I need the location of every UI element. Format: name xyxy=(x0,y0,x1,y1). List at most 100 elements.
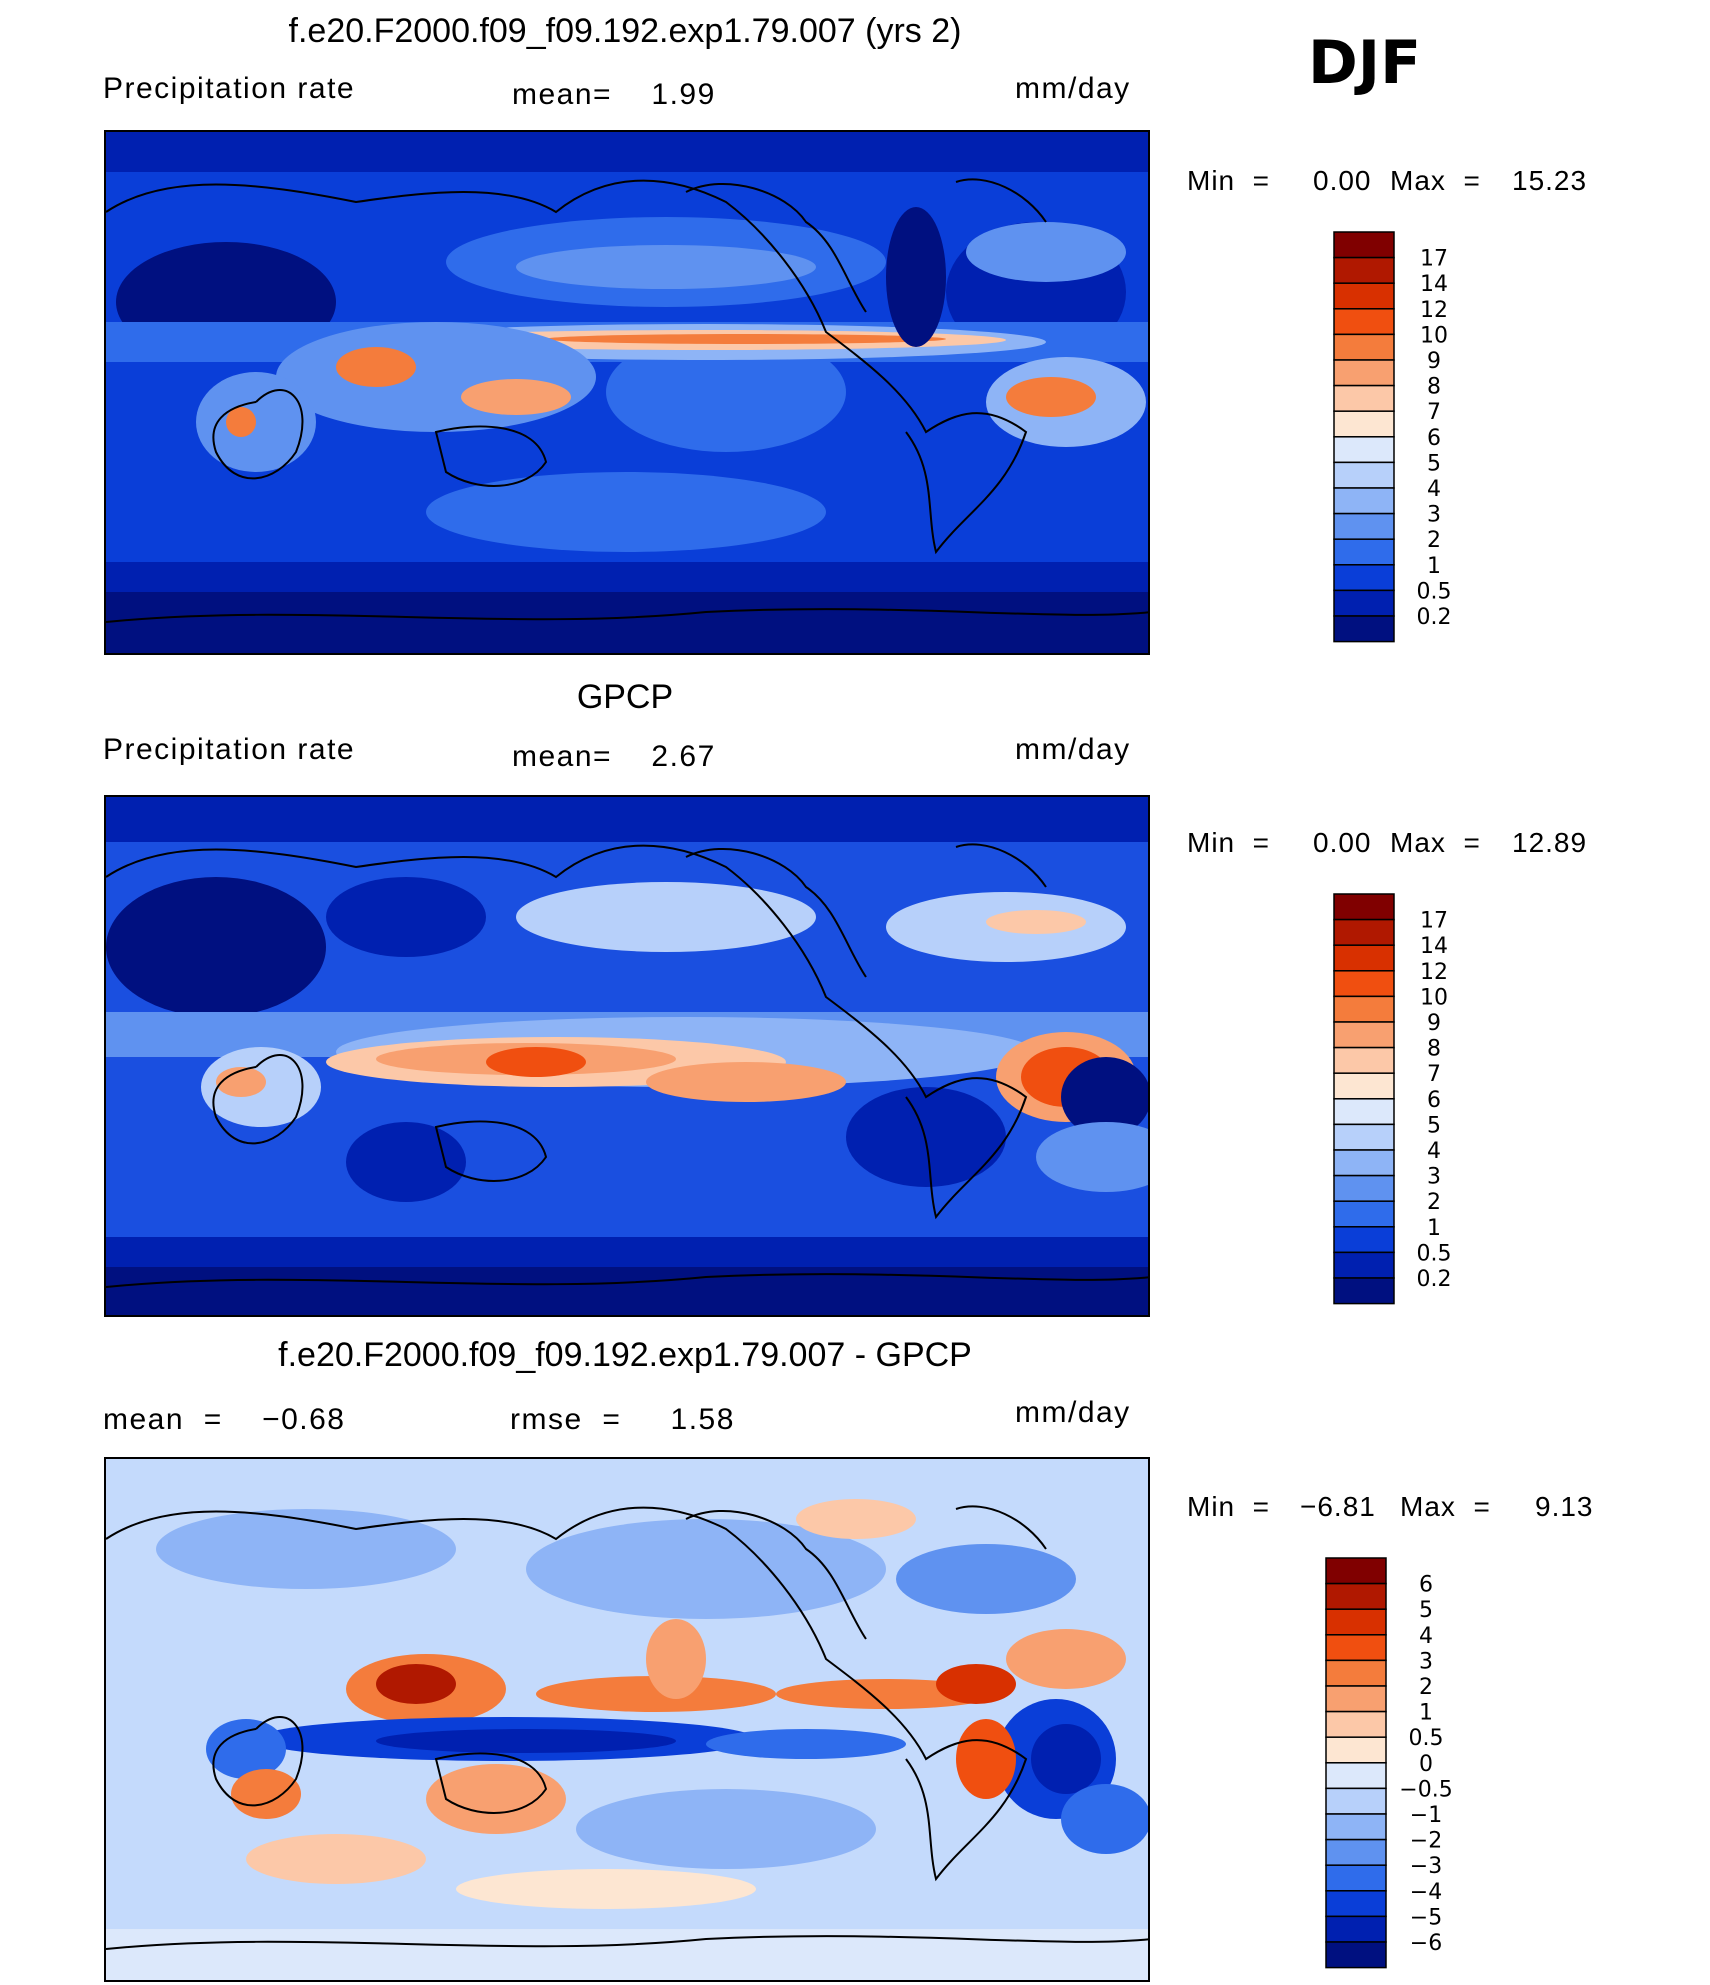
colorbar-swatch xyxy=(1333,359,1395,387)
colorbar-swatch xyxy=(1333,384,1395,412)
panel-3-title: f.e20.F2000.f09_f09.192.exp1.79.007 - GP… xyxy=(278,1336,972,1374)
colorbar-swatch xyxy=(1325,1608,1387,1636)
colorbar-swatch xyxy=(1333,461,1395,489)
panel-2-map xyxy=(104,795,1150,1317)
colorbar-swatch xyxy=(1325,1787,1387,1815)
colorbar-swatch xyxy=(1333,282,1395,310)
colorbar-level-label: 12 xyxy=(1420,298,1448,323)
colorbar-level-label: 6 xyxy=(1427,1088,1441,1113)
colorbar-level-label: 14 xyxy=(1420,934,1448,959)
colorbar-swatch xyxy=(1333,410,1395,438)
colorbar-level-label: 5 xyxy=(1419,1598,1433,1623)
panel-1-map xyxy=(104,130,1150,655)
panel-2-min-value: 0.00 xyxy=(1313,827,1372,858)
colorbar-level-label: 8 xyxy=(1427,1037,1441,1062)
panel-1-units: mm/day xyxy=(1015,72,1131,105)
panel-3-units: mm/day xyxy=(1015,1396,1131,1429)
colorbar-level-label: −4 xyxy=(1410,1880,1442,1905)
colorbar-swatch xyxy=(1333,1149,1395,1177)
colorbar-level-label: 1 xyxy=(1419,1701,1433,1726)
colorbar-level-label: 7 xyxy=(1427,400,1441,425)
colorbar-swatch xyxy=(1325,1659,1387,1687)
colorbar-level-label: 2 xyxy=(1427,1190,1441,1215)
panel-3-rmse: rmse = 1.58 xyxy=(510,1403,735,1436)
colorbar-level-label: 0.5 xyxy=(1417,579,1452,604)
panel-2-mean: mean= 2.67 xyxy=(512,740,716,773)
panel-1-variable: Precipitation rate xyxy=(103,72,356,105)
colorbar-swatch xyxy=(1325,1582,1387,1610)
panel-2-title: GPCP xyxy=(576,678,674,716)
panel-1-title: f.e20.F2000.f09_f09.192.exp1.79.007 (yrs… xyxy=(288,12,962,50)
colorbar-swatch xyxy=(1325,1915,1387,1943)
colorbar-swatch xyxy=(1333,1021,1395,1049)
colorbar-level-label: 5 xyxy=(1427,451,1441,476)
colorbar-swatch xyxy=(1325,1634,1387,1662)
colorbar-level-label: −2 xyxy=(1410,1829,1442,1854)
colorbar-level-label: 4 xyxy=(1427,477,1441,502)
colorbar-level-label: 6 xyxy=(1419,1573,1433,1598)
colorbar-level-label: 2 xyxy=(1427,528,1441,553)
colorbar-swatch xyxy=(1325,1890,1387,1918)
panel-3-mean: mean = −0.68 xyxy=(103,1403,346,1436)
colorbar-swatch xyxy=(1333,1226,1395,1254)
colorbar-level-label: 12 xyxy=(1420,960,1448,985)
colorbar-level-label: 8 xyxy=(1427,375,1441,400)
colorbar-swatch xyxy=(1333,1098,1395,1126)
colorbar-swatch xyxy=(1333,970,1395,998)
panel-2-max-value: 12.89 xyxy=(1512,827,1588,858)
colorbar-level-label: 3 xyxy=(1427,503,1441,528)
panel-2-min-label: Min = xyxy=(1187,827,1271,858)
colorbar-level-label: −3 xyxy=(1410,1854,1442,1879)
colorbar-level-label: −1 xyxy=(1410,1803,1442,1828)
colorbar-level-label: 3 xyxy=(1419,1649,1433,1674)
colorbar-level-label: 0.5 xyxy=(1417,1241,1452,1266)
colorbar-level-label: 6 xyxy=(1427,426,1441,451)
colorbar-swatch xyxy=(1325,1736,1387,1764)
panel-1-min-label: Min = xyxy=(1187,165,1271,196)
panel-3-map xyxy=(104,1457,1150,1982)
colorbar-swatch xyxy=(1333,1046,1395,1074)
colorbar-swatch xyxy=(1325,1864,1387,1892)
colorbar-swatch xyxy=(1333,333,1395,361)
panel-3-max-value: 9.13 xyxy=(1535,1491,1594,1522)
panel-1-max-label: Max = xyxy=(1390,165,1481,196)
panel-2-map-svg xyxy=(106,797,1148,1315)
panel-3-min-label: Min = xyxy=(1187,1491,1271,1522)
panel-2-units: mm/day xyxy=(1015,733,1131,766)
colorbar-level-label: 10 xyxy=(1420,985,1448,1010)
panel-2-max-label: Max = xyxy=(1390,827,1481,858)
colorbar-level-label: 7 xyxy=(1427,1062,1441,1087)
panel-3-map-svg xyxy=(106,1459,1148,1980)
colorbar-level-label: 9 xyxy=(1427,349,1441,374)
colorbar-level-label: 0.2 xyxy=(1417,605,1452,630)
colorbar-swatch xyxy=(1333,487,1395,515)
colorbar-swatch xyxy=(1333,436,1395,464)
colorbar-swatch xyxy=(1325,1685,1387,1713)
colorbar-swatch xyxy=(1333,1277,1395,1305)
colorbar-swatch xyxy=(1333,995,1395,1023)
colorbar-level-label: 0.5 xyxy=(1409,1726,1444,1751)
colorbar-swatch xyxy=(1333,256,1395,284)
colorbar-swatch xyxy=(1325,1941,1387,1969)
colorbar-swatch xyxy=(1333,1174,1395,1202)
colorbar-level-label: 3 xyxy=(1427,1165,1441,1190)
colorbar-swatch xyxy=(1325,1762,1387,1790)
colorbar-level-label: 0 xyxy=(1419,1752,1433,1777)
colorbar-level-label: −0.5 xyxy=(1399,1777,1452,1802)
colorbar-swatch xyxy=(1333,1123,1395,1151)
colorbar-swatch xyxy=(1333,615,1395,643)
colorbar-swatch xyxy=(1325,1838,1387,1866)
panel-2-variable: Precipitation rate xyxy=(103,733,356,766)
colorbar-swatch xyxy=(1333,893,1395,921)
colorbar-swatch xyxy=(1333,1251,1395,1279)
colorbar-swatch xyxy=(1333,231,1395,259)
colorbar-level-label: 17 xyxy=(1420,247,1448,272)
colorbar-level-label: 1 xyxy=(1427,554,1441,579)
colorbar-swatch xyxy=(1333,589,1395,617)
colorbar-level-label: 4 xyxy=(1427,1139,1441,1164)
colorbar-swatch xyxy=(1325,1557,1387,1585)
panel-1-max-value: 15.23 xyxy=(1512,165,1588,196)
